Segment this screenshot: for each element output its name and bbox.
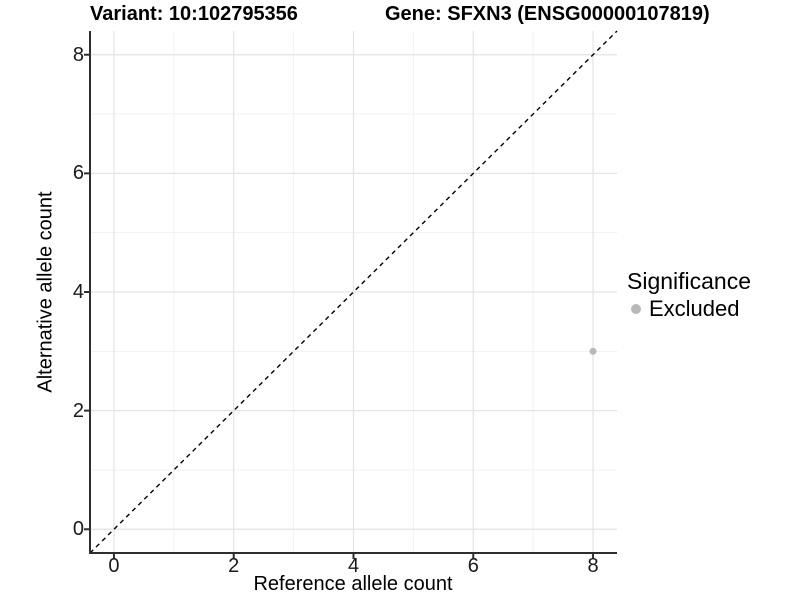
- legend-item: Excluded: [627, 297, 751, 321]
- data-point: [589, 347, 597, 355]
- plot-title-variant: Variant: 10:102795356: [90, 3, 298, 25]
- y-tick-label: 6: [72, 162, 84, 185]
- plot-title-gene: Gene: SFXN3 (ENSG00000107819): [385, 3, 710, 25]
- legend-title: Significance: [627, 268, 752, 294]
- x-tick-label: 4: [347, 555, 360, 577]
- y-axis-title: Alternative allele count: [34, 191, 57, 393]
- legend-item-label: Excluded: [649, 296, 740, 321]
- x-tick-label: 2: [228, 555, 240, 577]
- y-tick-label: 4: [72, 281, 84, 303]
- x-tick-label: 6: [467, 555, 479, 577]
- legend-key-icon: [631, 304, 641, 314]
- x-axis-title: Reference allele count: [253, 573, 453, 595]
- legend: Significance Excluded: [627, 268, 751, 321]
- x-tick-label: 0: [108, 555, 120, 577]
- y-tick-label: 8: [72, 43, 84, 66]
- x-tick-label: 8: [587, 555, 599, 577]
- y-tick-label: 0: [72, 518, 84, 541]
- legend-items: Excluded: [627, 297, 751, 321]
- y-tick-label: 2: [72, 399, 84, 422]
